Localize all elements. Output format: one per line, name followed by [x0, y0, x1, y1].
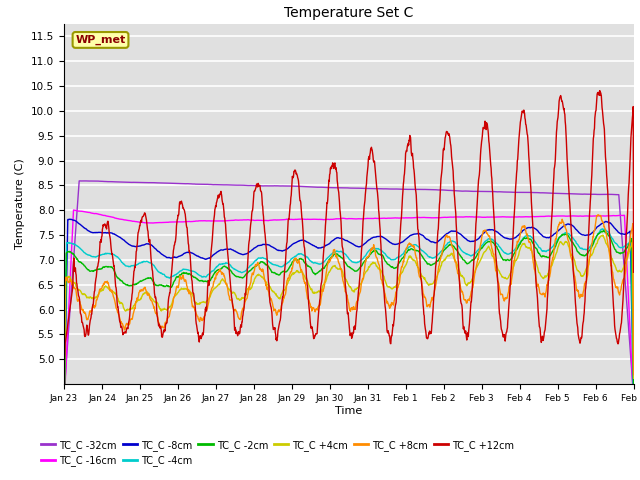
- TC_C -8cm: [65, 216, 73, 222]
- TC_C +8cm: [595, 212, 602, 217]
- TC_C -32cm: [302, 184, 310, 190]
- TC_C -4cm: [599, 226, 607, 232]
- TC_C -4cm: [314, 261, 321, 266]
- TC_C -8cm: [314, 245, 322, 251]
- TC_C -32cm: [324, 185, 332, 191]
- TC_C -16cm: [104, 214, 112, 219]
- TC_C -32cm: [128, 180, 136, 185]
- TC_C -16cm: [70, 207, 77, 213]
- TC_C -16cm: [630, 401, 637, 407]
- Y-axis label: Temperature (C): Temperature (C): [15, 158, 26, 250]
- TC_C +4cm: [384, 284, 392, 290]
- TC_C +4cm: [302, 276, 310, 282]
- Line: TC_C -16cm: TC_C -16cm: [64, 210, 634, 408]
- TC_C -32cm: [104, 179, 112, 184]
- Title: Temperature Set C: Temperature Set C: [284, 6, 413, 20]
- X-axis label: Time: Time: [335, 406, 362, 416]
- TC_C -4cm: [302, 253, 310, 259]
- TC_C +12cm: [302, 261, 310, 267]
- TC_C +8cm: [104, 280, 112, 286]
- Line: TC_C +12cm: TC_C +12cm: [64, 91, 634, 364]
- TC_C +4cm: [314, 289, 321, 295]
- TC_C -32cm: [76, 178, 83, 184]
- TC_C +4cm: [630, 375, 637, 381]
- TC_C -4cm: [60, 410, 68, 416]
- TC_C -8cm: [324, 241, 332, 247]
- TC_C -2cm: [60, 428, 68, 434]
- Line: TC_C -32cm: TC_C -32cm: [64, 181, 634, 396]
- TC_C +12cm: [314, 326, 321, 332]
- TC_C -32cm: [314, 184, 322, 190]
- TC_C -4cm: [127, 263, 135, 268]
- TC_C -8cm: [128, 243, 136, 249]
- Line: TC_C -8cm: TC_C -8cm: [64, 219, 634, 414]
- TC_C +8cm: [384, 301, 392, 307]
- TC_C +4cm: [104, 285, 112, 291]
- TC_C -16cm: [128, 218, 136, 224]
- TC_C -4cm: [384, 255, 392, 261]
- Line: TC_C +8cm: TC_C +8cm: [64, 215, 634, 413]
- TC_C +8cm: [127, 317, 135, 323]
- Line: TC_C -2cm: TC_C -2cm: [64, 230, 634, 431]
- TC_C +4cm: [127, 306, 135, 312]
- TC_C +12cm: [104, 218, 112, 224]
- TC_C -4cm: [104, 251, 112, 256]
- TC_C -2cm: [324, 260, 332, 265]
- TC_C +12cm: [60, 361, 68, 367]
- TC_C +12cm: [384, 328, 392, 334]
- TC_C -2cm: [384, 262, 392, 267]
- TC_C +8cm: [324, 261, 332, 267]
- Line: TC_C -4cm: TC_C -4cm: [64, 229, 634, 413]
- TC_C +12cm: [630, 269, 637, 275]
- TC_C -16cm: [60, 406, 68, 411]
- TC_C -16cm: [385, 215, 392, 221]
- TC_C +8cm: [630, 372, 637, 377]
- Text: WP_met: WP_met: [76, 35, 125, 45]
- TC_C -16cm: [324, 216, 332, 222]
- TC_C +4cm: [60, 441, 68, 446]
- TC_C -2cm: [314, 270, 321, 276]
- TC_C +8cm: [302, 282, 310, 288]
- TC_C -2cm: [600, 228, 608, 233]
- TC_C -16cm: [314, 216, 322, 222]
- TC_C -2cm: [127, 283, 135, 288]
- Legend: TC_C -32cm, TC_C -16cm, TC_C -8cm, TC_C -4cm, TC_C -2cm, TC_C +4cm, TC_C +8cm, T: TC_C -32cm, TC_C -16cm, TC_C -8cm, TC_C …: [37, 436, 518, 470]
- TC_C -8cm: [630, 396, 637, 402]
- TC_C +4cm: [324, 273, 332, 278]
- TC_C +12cm: [596, 88, 604, 94]
- TC_C -8cm: [60, 411, 68, 417]
- TC_C +12cm: [324, 197, 332, 203]
- TC_C +12cm: [127, 298, 135, 304]
- TC_C -2cm: [302, 261, 310, 267]
- TC_C -4cm: [630, 407, 637, 413]
- TC_C -32cm: [385, 186, 392, 192]
- TC_C +4cm: [599, 232, 607, 238]
- TC_C -8cm: [302, 239, 310, 244]
- TC_C -32cm: [630, 393, 637, 399]
- Line: TC_C +4cm: TC_C +4cm: [64, 235, 634, 444]
- TC_C -2cm: [630, 388, 637, 394]
- TC_C -8cm: [385, 239, 392, 244]
- TC_C -2cm: [104, 264, 112, 269]
- TC_C -4cm: [324, 255, 332, 261]
- TC_C -16cm: [302, 216, 310, 222]
- TC_C +8cm: [60, 410, 68, 416]
- TC_C -8cm: [104, 230, 112, 236]
- TC_C -32cm: [60, 391, 68, 397]
- TC_C +8cm: [314, 307, 321, 313]
